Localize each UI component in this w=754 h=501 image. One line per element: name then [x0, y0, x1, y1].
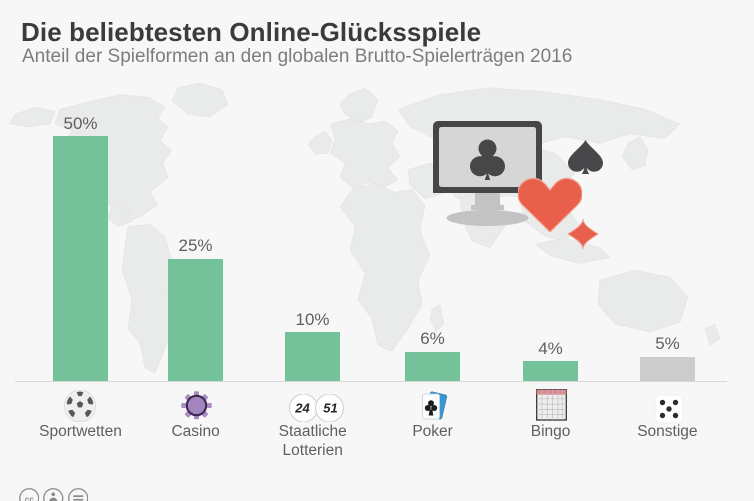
- svg-text:cc: cc: [25, 495, 34, 501]
- svg-text:51: 51: [323, 401, 337, 416]
- svg-text:24: 24: [294, 401, 310, 416]
